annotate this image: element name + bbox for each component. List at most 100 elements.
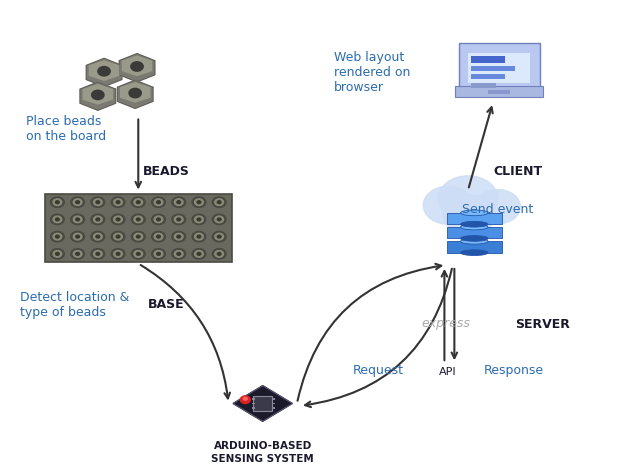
Polygon shape bbox=[122, 57, 152, 76]
Circle shape bbox=[116, 253, 120, 256]
Circle shape bbox=[136, 236, 140, 238]
Circle shape bbox=[53, 251, 62, 258]
Text: ARDUINO-BASED
SENSING SYSTEM: ARDUINO-BASED SENSING SYSTEM bbox=[211, 440, 314, 463]
Circle shape bbox=[423, 187, 473, 225]
Circle shape bbox=[94, 217, 102, 223]
Circle shape bbox=[172, 249, 186, 259]
Circle shape bbox=[114, 199, 122, 206]
Circle shape bbox=[215, 251, 224, 258]
FancyBboxPatch shape bbox=[272, 403, 275, 405]
FancyBboxPatch shape bbox=[471, 84, 496, 89]
Circle shape bbox=[172, 232, 186, 242]
Circle shape bbox=[114, 234, 122, 240]
Circle shape bbox=[197, 253, 201, 256]
Circle shape bbox=[98, 68, 110, 77]
Circle shape bbox=[152, 249, 166, 259]
Circle shape bbox=[154, 199, 163, 206]
Circle shape bbox=[91, 198, 104, 208]
Text: Detect location &
type of beads: Detect location & type of beads bbox=[20, 290, 129, 318]
Circle shape bbox=[152, 198, 166, 208]
Circle shape bbox=[134, 234, 142, 240]
Circle shape bbox=[76, 253, 79, 256]
FancyBboxPatch shape bbox=[45, 194, 232, 263]
Circle shape bbox=[194, 199, 203, 206]
Circle shape bbox=[134, 251, 142, 258]
Circle shape bbox=[51, 249, 64, 259]
Circle shape bbox=[438, 177, 498, 222]
Circle shape bbox=[241, 396, 250, 404]
Text: Place beads
on the board: Place beads on the board bbox=[26, 115, 106, 143]
Circle shape bbox=[154, 251, 163, 258]
FancyBboxPatch shape bbox=[468, 53, 530, 84]
Circle shape bbox=[443, 196, 496, 235]
FancyBboxPatch shape bbox=[471, 75, 506, 80]
Circle shape bbox=[73, 217, 82, 223]
Circle shape bbox=[91, 215, 104, 225]
Circle shape bbox=[94, 251, 102, 258]
Circle shape bbox=[96, 218, 100, 221]
Circle shape bbox=[157, 253, 161, 256]
Circle shape bbox=[192, 198, 206, 208]
Circle shape bbox=[136, 201, 140, 204]
Circle shape bbox=[177, 218, 181, 221]
Circle shape bbox=[76, 236, 79, 238]
Circle shape bbox=[76, 218, 79, 221]
Circle shape bbox=[134, 217, 142, 223]
Circle shape bbox=[114, 217, 122, 223]
Circle shape bbox=[174, 234, 183, 240]
Circle shape bbox=[131, 63, 143, 72]
Circle shape bbox=[177, 253, 181, 256]
Circle shape bbox=[76, 201, 79, 204]
FancyBboxPatch shape bbox=[272, 398, 275, 400]
Circle shape bbox=[51, 232, 64, 242]
Circle shape bbox=[476, 190, 521, 224]
Circle shape bbox=[136, 218, 140, 221]
Circle shape bbox=[213, 198, 226, 208]
Circle shape bbox=[111, 198, 125, 208]
Circle shape bbox=[96, 253, 100, 256]
Circle shape bbox=[56, 201, 59, 204]
FancyBboxPatch shape bbox=[447, 213, 502, 225]
Ellipse shape bbox=[461, 250, 488, 256]
Circle shape bbox=[192, 249, 206, 259]
Circle shape bbox=[194, 251, 203, 258]
Circle shape bbox=[217, 218, 221, 221]
Text: Send event: Send event bbox=[462, 202, 533, 216]
Circle shape bbox=[174, 217, 183, 223]
Circle shape bbox=[217, 201, 221, 204]
Circle shape bbox=[96, 201, 100, 204]
Polygon shape bbox=[118, 81, 153, 109]
Circle shape bbox=[91, 232, 104, 242]
Circle shape bbox=[136, 253, 140, 256]
Circle shape bbox=[215, 234, 224, 240]
Circle shape bbox=[197, 218, 201, 221]
Circle shape bbox=[53, 199, 62, 206]
Text: Web layout
rendered on
browser: Web layout rendered on browser bbox=[334, 51, 411, 94]
Circle shape bbox=[131, 249, 145, 259]
Polygon shape bbox=[80, 83, 116, 111]
Text: Response: Response bbox=[484, 363, 544, 377]
Text: BEADS: BEADS bbox=[143, 165, 190, 178]
Text: API: API bbox=[439, 367, 457, 377]
Circle shape bbox=[177, 201, 181, 204]
Circle shape bbox=[131, 215, 145, 225]
Circle shape bbox=[71, 198, 84, 208]
Circle shape bbox=[134, 199, 142, 206]
Polygon shape bbox=[233, 386, 292, 421]
Circle shape bbox=[131, 198, 145, 208]
FancyBboxPatch shape bbox=[252, 398, 255, 400]
Polygon shape bbox=[121, 84, 150, 103]
Circle shape bbox=[192, 232, 206, 242]
Circle shape bbox=[213, 215, 226, 225]
Circle shape bbox=[157, 201, 161, 204]
Circle shape bbox=[172, 215, 186, 225]
FancyBboxPatch shape bbox=[252, 403, 255, 405]
Circle shape bbox=[73, 199, 82, 206]
FancyBboxPatch shape bbox=[488, 91, 511, 95]
Ellipse shape bbox=[461, 210, 488, 216]
Circle shape bbox=[213, 232, 226, 242]
Ellipse shape bbox=[461, 225, 488, 230]
Circle shape bbox=[197, 236, 201, 238]
Circle shape bbox=[177, 236, 181, 238]
Circle shape bbox=[152, 215, 166, 225]
